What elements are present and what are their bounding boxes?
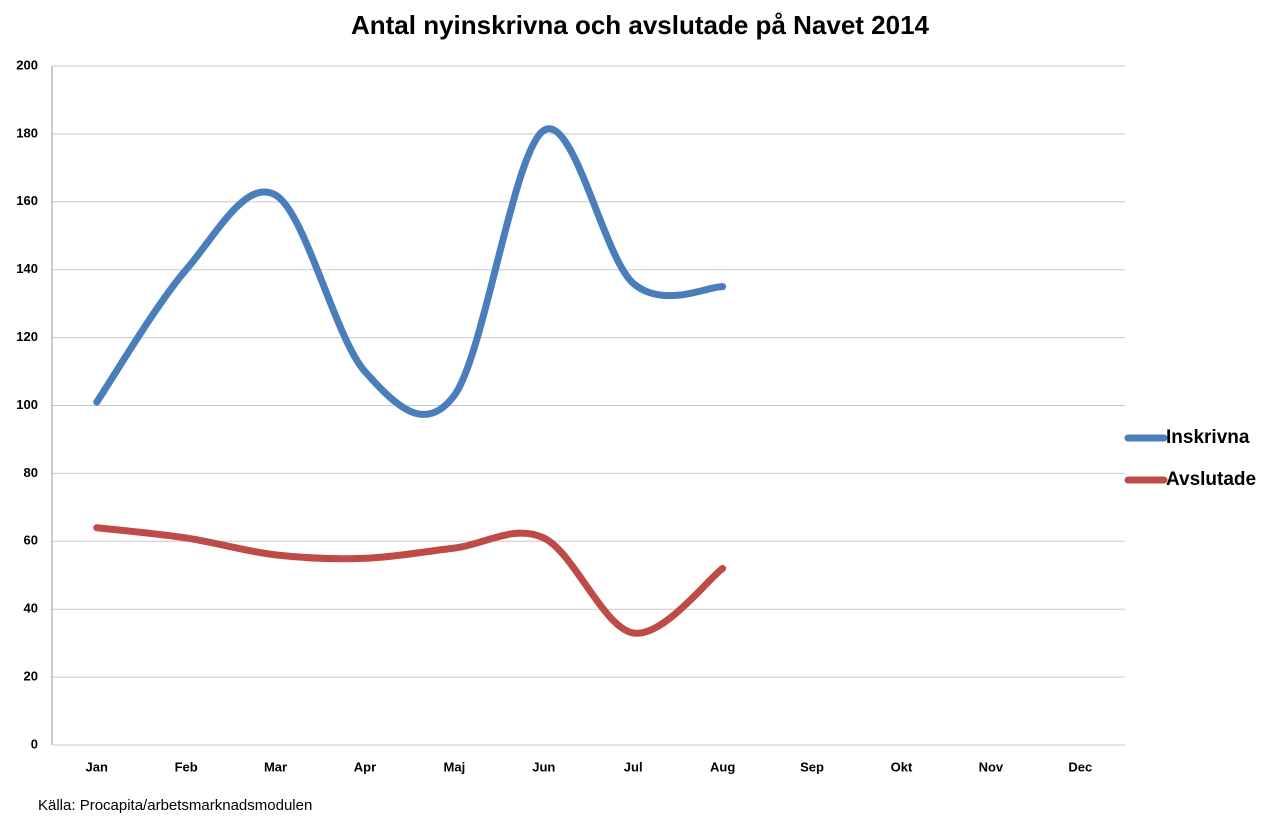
legend-label: Inskrivna	[1166, 427, 1250, 448]
y-tick-label: 200	[16, 57, 38, 72]
x-tick-label: Maj	[444, 759, 466, 774]
x-tick-label: Aug	[710, 759, 735, 774]
legend-label: Avslutade	[1166, 469, 1256, 490]
y-tick-label: 100	[16, 397, 38, 412]
x-tick-label: Nov	[979, 759, 1004, 774]
x-tick-label: Mar	[264, 759, 287, 774]
x-tick-label: Apr	[354, 759, 376, 774]
x-tick-label: Okt	[891, 759, 913, 774]
y-tick-label: 0	[31, 736, 38, 751]
y-tick-label: 80	[24, 465, 38, 480]
x-tick-label: Jan	[86, 759, 108, 774]
x-tick-label: Sep	[800, 759, 824, 774]
y-tick-label: 120	[16, 329, 38, 344]
y-tick-label: 60	[24, 533, 38, 548]
y-tick-label: 40	[24, 601, 38, 616]
x-tick-label: Feb	[175, 759, 198, 774]
x-tick-label: Jul	[624, 759, 643, 774]
y-tick-label: 140	[16, 261, 38, 276]
series-line	[93, 125, 727, 418]
y-tick-label: 20	[24, 669, 38, 684]
x-tick-label: Dec	[1068, 759, 1092, 774]
source-note: Källa: Procapita/arbetsmarknadsmodulen	[38, 797, 312, 814]
chart-title: Antal nyinskrivna och avslutade på Navet…	[351, 10, 930, 40]
series-line	[93, 524, 727, 637]
y-tick-label: 160	[16, 193, 38, 208]
y-tick-label: 180	[16, 125, 38, 140]
x-tick-label: Jun	[532, 759, 555, 774]
